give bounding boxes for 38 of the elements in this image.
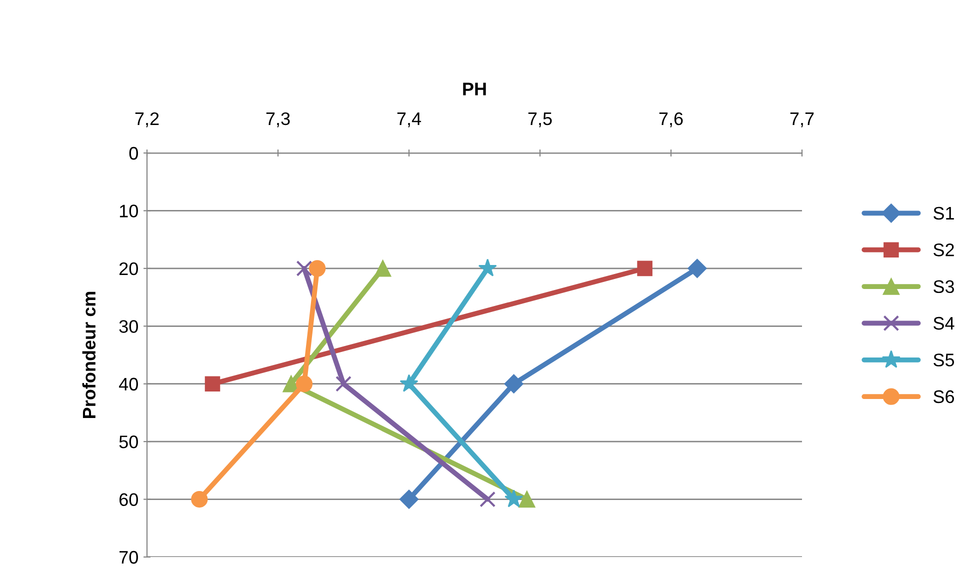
y-tick-label: 40 [119, 378, 138, 391]
x-tick-label: 7,6 [659, 112, 683, 128]
y-tick-label: 0 [129, 146, 138, 160]
y-tick-label: 20 [119, 262, 138, 276]
legend-label: S6 [934, 390, 954, 404]
x-tick-label: 7,5 [528, 112, 552, 128]
y-tick-label: 10 [120, 204, 138, 218]
point [336, 376, 352, 392]
x-axis-title: PH [463, 82, 486, 96]
y-tick-label: 50 [119, 436, 138, 448]
point [400, 374, 418, 392]
y-tick-label: 70 [120, 550, 138, 564]
point [504, 490, 524, 508]
point [637, 260, 652, 276]
y-tick-label: 30 [119, 320, 138, 333]
point [399, 490, 419, 509]
point [308, 260, 326, 277]
point [480, 491, 496, 508]
x-tick-label: 7,7 [790, 112, 814, 128]
point [296, 260, 312, 276]
legend-label: S2 [934, 244, 954, 256]
point [688, 258, 707, 278]
point [204, 376, 220, 392]
legend-label: S4 [934, 316, 954, 330]
legend-label: S1 [934, 206, 954, 220]
point [191, 490, 208, 508]
legend-label: S3 [934, 280, 954, 294]
point [296, 376, 313, 392]
point [478, 258, 497, 276]
x-tick-label: 7,3 [266, 112, 290, 128]
x-tick-label: 7,2 [135, 112, 159, 128]
point [374, 260, 392, 277]
legend-label: S5 [934, 354, 954, 366]
y-tick-label: 60 [120, 493, 138, 506]
x-tick-label: 7,4 [397, 112, 422, 128]
point [504, 374, 524, 394]
y-axis-title: Profondeur cm [82, 292, 96, 418]
point [518, 490, 536, 508]
